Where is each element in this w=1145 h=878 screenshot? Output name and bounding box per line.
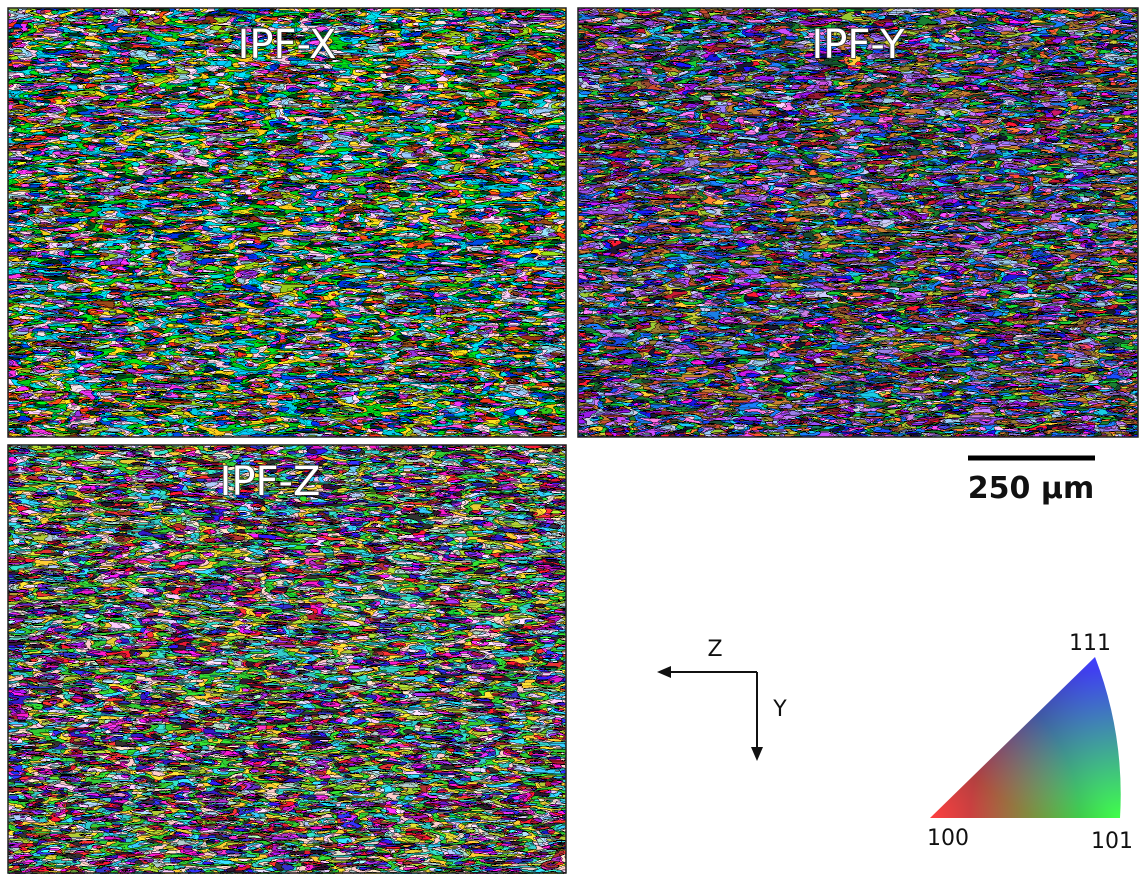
grain-map	[8, 445, 566, 874]
panel-border	[7, 444, 567, 874]
panel-border	[577, 7, 1139, 438]
panel-title: IPF-X	[238, 22, 337, 68]
grain-map	[578, 8, 1138, 437]
panel-title: IPF-Y	[811, 22, 905, 68]
axis-label: Z	[707, 637, 722, 662]
ipf-triangle	[930, 657, 1121, 818]
arrow-head	[657, 666, 671, 678]
corner-label: 111	[1069, 631, 1111, 656]
map-panel: IPF-X	[7, 7, 567, 438]
arrow-head	[751, 747, 763, 761]
panel-border	[7, 7, 567, 438]
ipf-key: 100 111 101	[927, 631, 1133, 854]
axis-label: Y	[772, 697, 787, 722]
map-panel: IPF-Z	[7, 444, 567, 874]
scale-label: 250 µm	[968, 471, 1094, 506]
axes-indicator: Z Y	[657, 637, 787, 761]
corner-label: 101	[1091, 829, 1133, 854]
grain-map	[8, 8, 566, 437]
corner-label: 100	[927, 826, 969, 851]
scale-bar: 250 µm	[968, 455, 1095, 506]
map-panel: IPF-Y	[577, 7, 1139, 438]
panel-title: IPF-Z	[220, 459, 321, 505]
